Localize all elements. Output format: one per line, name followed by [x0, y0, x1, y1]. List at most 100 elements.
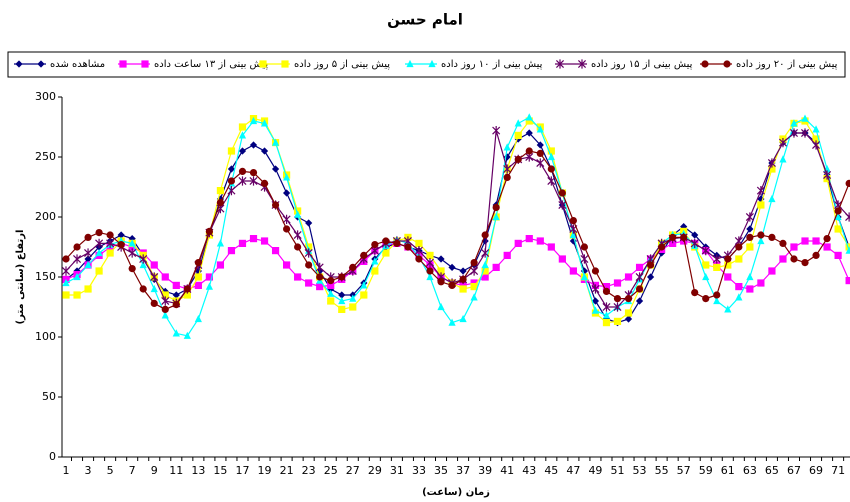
marker	[713, 263, 721, 271]
marker	[37, 60, 45, 68]
marker	[227, 247, 236, 255]
marker	[503, 143, 511, 151]
x-tick-label: 13	[191, 464, 205, 477]
marker	[73, 272, 81, 281]
marker	[271, 138, 280, 146]
marker	[702, 295, 710, 303]
marker	[238, 167, 247, 175]
x-tick-label: 7	[129, 464, 136, 477]
marker	[448, 318, 456, 326]
marker	[845, 277, 850, 285]
marker	[281, 60, 289, 68]
marker	[481, 248, 490, 258]
marker	[525, 129, 533, 137]
marker	[701, 60, 709, 68]
marker	[338, 305, 346, 313]
marker	[437, 278, 445, 286]
marker	[327, 277, 335, 285]
marker	[591, 306, 600, 314]
marker	[845, 246, 850, 254]
marker	[426, 272, 434, 281]
marker	[834, 225, 842, 233]
marker	[613, 317, 622, 325]
marker	[779, 155, 787, 163]
marker	[150, 299, 158, 307]
marker	[800, 128, 810, 138]
marker	[613, 302, 622, 312]
marker	[172, 281, 180, 289]
y-tick-label: 200	[35, 210, 56, 223]
x-tick-label: 17	[235, 464, 249, 477]
marker	[558, 189, 566, 197]
marker	[172, 301, 180, 309]
marker	[194, 273, 202, 281]
marker	[327, 297, 335, 305]
marker	[691, 289, 699, 297]
x-tick-label: 53	[633, 464, 647, 477]
marker	[283, 261, 291, 269]
x-tick-label: 37	[456, 464, 470, 477]
marker	[95, 267, 103, 275]
marker	[194, 259, 202, 267]
marker	[349, 303, 357, 311]
marker	[128, 248, 137, 258]
marker	[756, 186, 765, 196]
marker	[371, 257, 379, 265]
marker	[658, 243, 666, 251]
marker	[294, 243, 302, 251]
marker	[757, 231, 765, 239]
marker	[514, 131, 522, 139]
marker	[106, 238, 115, 248]
marker	[577, 59, 587, 69]
marker	[304, 248, 313, 258]
marker	[503, 153, 511, 161]
marker	[95, 248, 103, 257]
marker	[227, 165, 236, 173]
marker	[834, 251, 842, 259]
marker	[724, 255, 732, 263]
marker	[680, 233, 688, 241]
marker	[591, 297, 600, 305]
marker	[260, 119, 269, 127]
marker	[62, 278, 70, 287]
marker	[414, 246, 423, 256]
marker	[724, 305, 732, 313]
legend-box	[7, 51, 846, 78]
marker	[470, 293, 478, 301]
marker	[227, 186, 236, 196]
marker	[503, 251, 511, 259]
marker	[294, 273, 302, 281]
legend-label: پیش بینی از ۱۵ روز داده	[591, 59, 693, 70]
x-tick-label: 41	[500, 464, 514, 477]
marker	[349, 263, 357, 271]
x-tick-label: 1	[63, 464, 70, 477]
marker	[646, 261, 655, 269]
x-tick-label: 49	[588, 464, 602, 477]
marker	[84, 233, 92, 241]
y-axis-label: ارتفاع (سانتی متر)	[15, 230, 26, 325]
marker	[525, 147, 533, 155]
x-tick-label: 47	[566, 464, 580, 477]
marker	[305, 261, 313, 269]
marker	[635, 285, 644, 293]
marker	[669, 233, 677, 241]
marker	[282, 214, 291, 224]
y-tick-label: 50	[42, 390, 56, 403]
marker	[547, 176, 556, 186]
marker	[161, 311, 169, 319]
marker	[536, 149, 544, 157]
x-tick-label: 31	[390, 464, 404, 477]
x-tick-label: 19	[258, 464, 272, 477]
marker	[238, 147, 247, 155]
marker	[558, 255, 566, 263]
marker	[249, 235, 258, 243]
marker	[525, 113, 533, 121]
marker	[216, 199, 225, 207]
marker	[723, 60, 731, 68]
marker	[459, 285, 467, 293]
marker	[84, 260, 92, 269]
marker	[768, 165, 776, 173]
marker	[801, 237, 809, 245]
marker	[514, 239, 522, 247]
